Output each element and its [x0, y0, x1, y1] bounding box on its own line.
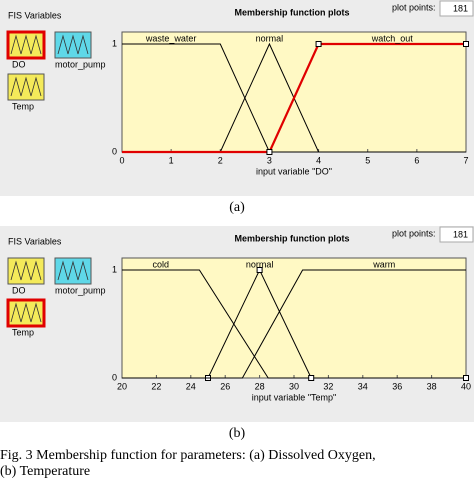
- y-tick-label: 1: [112, 38, 117, 48]
- x-tick-label: 38: [427, 381, 437, 391]
- panel-caption: (b): [229, 426, 246, 441]
- membership-function: [122, 269, 466, 379]
- icon-mf: [10, 34, 42, 55]
- variable-label: Temp: [12, 327, 34, 337]
- x-tick-label: 3: [267, 155, 272, 165]
- icon-mf: [10, 260, 42, 281]
- x-tick-label: 36: [392, 381, 402, 391]
- figure-caption: Fig. 3 Membership function for parameter…: [0, 448, 376, 463]
- icon-mf: [10, 76, 42, 97]
- x-axis-label: input variable "Temp": [252, 392, 336, 402]
- x-tick-label: 30: [289, 381, 299, 391]
- y-tick-label: 0: [112, 146, 117, 156]
- icon-mf: [10, 302, 42, 323]
- x-tick-label: 20: [117, 381, 127, 391]
- plot-area: [121, 257, 467, 379]
- plot-area: [121, 31, 467, 153]
- y-tick-label: 1: [112, 264, 117, 274]
- plot-points-label: plot points:: [392, 228, 436, 238]
- vertex-marker: [308, 375, 315, 381]
- vertex-marker: [463, 41, 469, 47]
- y-tick-label: 0: [112, 372, 117, 382]
- x-tick-label: 26: [220, 381, 230, 391]
- x-tick-label: 7: [463, 155, 468, 165]
- plot-points-box: [439, 226, 474, 243]
- vertex-marker: [463, 375, 469, 381]
- fis-label: FIS Variables: [8, 236, 62, 246]
- icon-mf: [57, 34, 89, 55]
- plot-title: Membership function plots: [234, 233, 349, 243]
- variable-label: DO: [12, 285, 26, 295]
- variable-icon[interactable]: Temp: [7, 73, 45, 111]
- plot-points-value[interactable]: 181: [453, 3, 468, 13]
- x-tick-label: 2: [218, 155, 223, 165]
- vertex-marker: [266, 149, 273, 155]
- x-tick-label: 32: [323, 381, 333, 391]
- variable-icon[interactable]: DO: [6, 30, 46, 69]
- variable-label: motor_pump: [55, 285, 106, 295]
- x-axis-label: input variable "DO": [256, 166, 332, 176]
- plot-title: Membership function plots: [234, 7, 349, 17]
- variable-icon[interactable]: motor_pump: [54, 31, 106, 69]
- vertex-marker: [315, 41, 322, 47]
- x-tick-label: 5: [365, 155, 370, 165]
- x-tick-label: 6: [414, 155, 419, 165]
- x-tick-label: 22: [151, 381, 161, 391]
- x-tick-label: 34: [358, 381, 368, 391]
- mf-label: normal: [256, 33, 284, 43]
- plot-points-value[interactable]: 181: [453, 229, 468, 239]
- variable-icon[interactable]: Temp: [6, 298, 46, 337]
- panel-caption: (a): [229, 200, 245, 215]
- mf-label: watch_out: [371, 33, 414, 43]
- variable-label: DO: [12, 59, 26, 69]
- x-tick-label: 4: [316, 155, 321, 165]
- variable-label: Temp: [12, 101, 34, 111]
- figure-caption: (b) Temperature: [0, 464, 90, 479]
- plot-points-label: plot points:: [392, 2, 436, 12]
- x-tick-label: 24: [186, 381, 196, 391]
- vertex-marker: [256, 267, 263, 273]
- mf-label: cold: [152, 259, 169, 269]
- icon-box: [6, 298, 46, 328]
- membership-function: [122, 42, 466, 154]
- variable-label: motor_pump: [55, 59, 106, 69]
- x-tick-label: 1: [169, 155, 174, 165]
- mf-label: warm: [372, 259, 395, 269]
- variable-icon[interactable]: motor_pump: [54, 257, 106, 295]
- x-tick-label: 40: [461, 381, 471, 391]
- fis-label: FIS Variables: [8, 10, 62, 20]
- mf-label: normal: [246, 259, 274, 269]
- icon-mf: [57, 260, 89, 281]
- x-tick-label: 28: [255, 381, 265, 391]
- mf-label: waste_water: [145, 33, 197, 43]
- x-tick-label: 0: [119, 155, 124, 165]
- variable-icon[interactable]: DO: [7, 257, 45, 295]
- plot-points-box: [439, 0, 474, 17]
